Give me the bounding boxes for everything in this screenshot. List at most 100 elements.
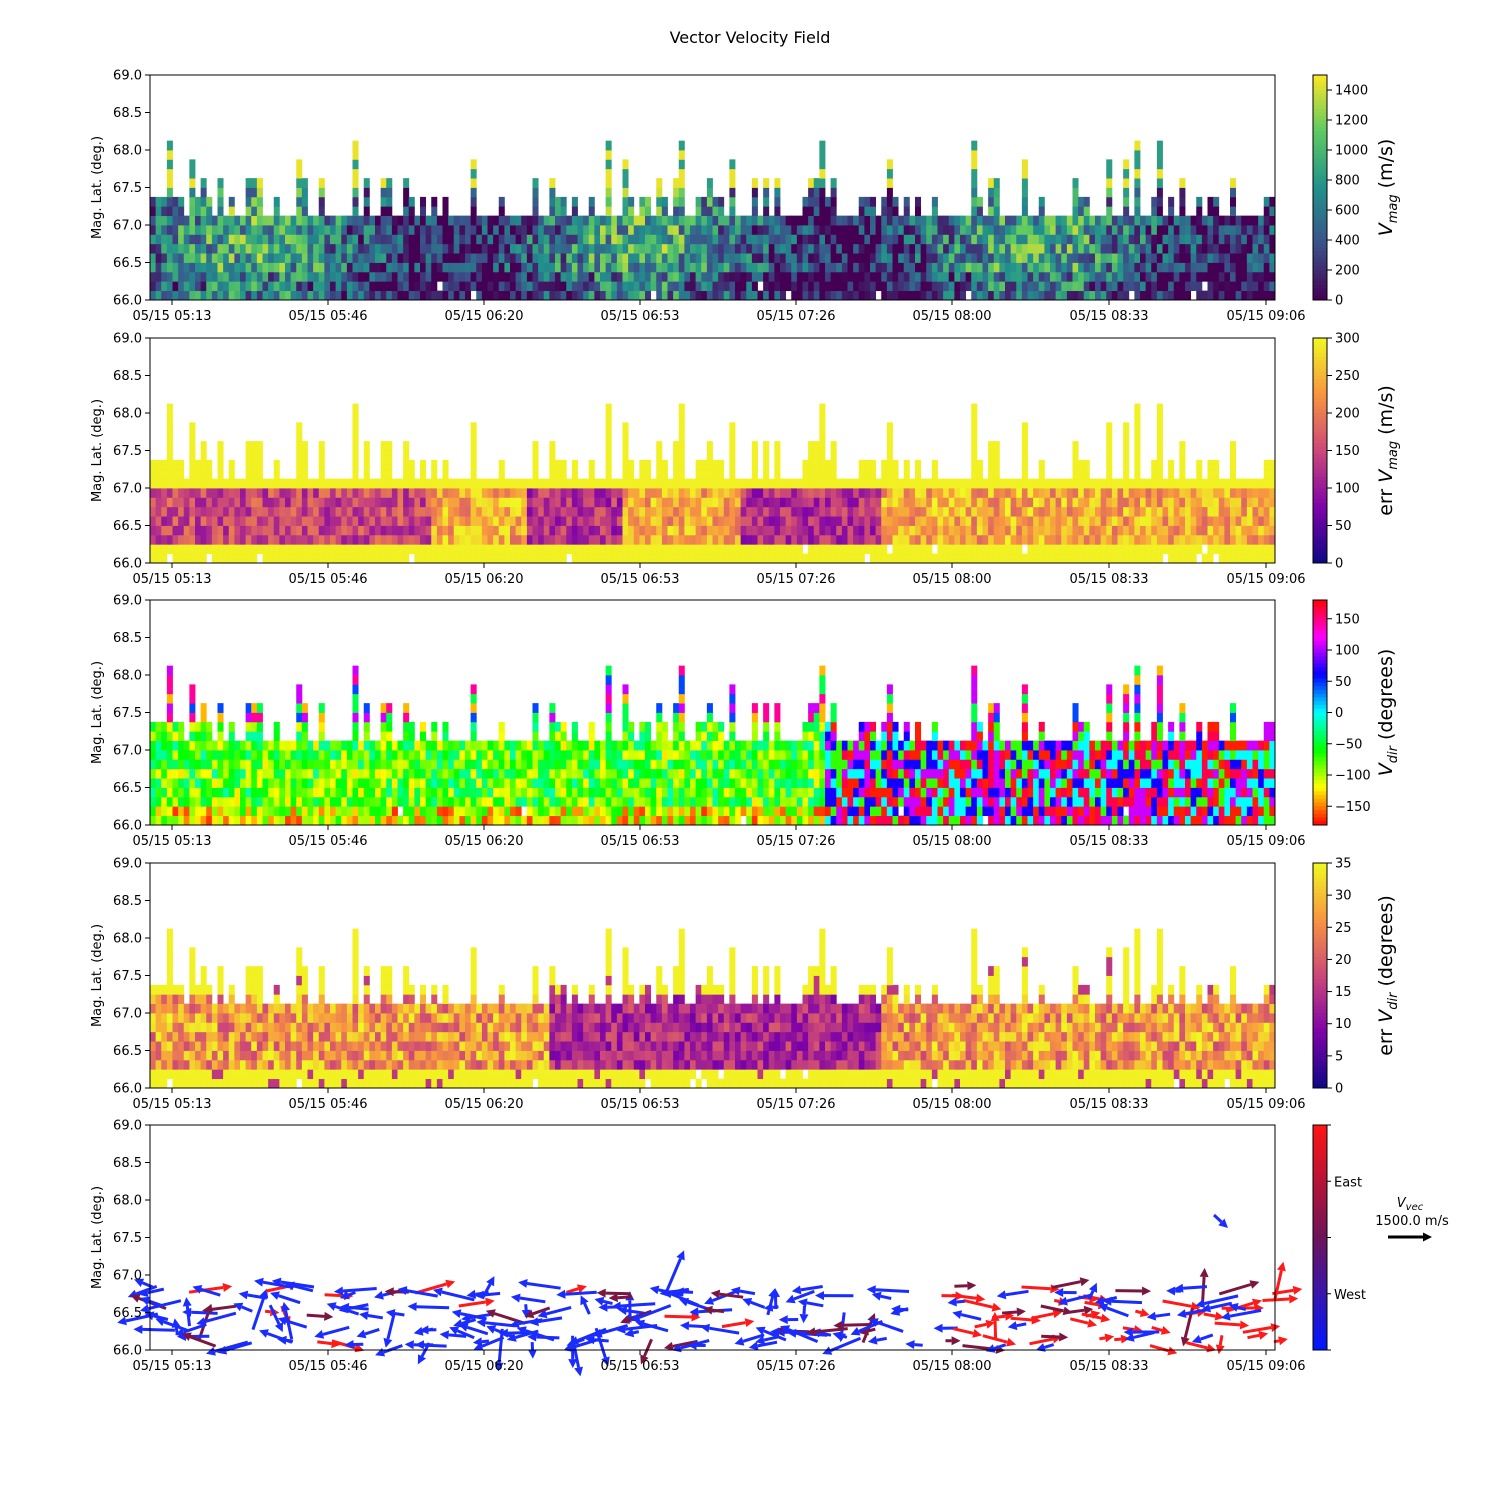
heatmap-cell xyxy=(420,721,427,732)
heatmap-cell xyxy=(920,234,927,245)
heatmap-cell xyxy=(898,506,905,517)
heatmap-cell xyxy=(622,196,629,207)
heatmap-cell xyxy=(166,290,173,301)
heatmap-cell xyxy=(1156,271,1163,282)
heatmap-cell xyxy=(886,206,893,217)
heatmap-cell xyxy=(746,290,753,301)
heatmap-cell xyxy=(408,768,415,779)
heatmap-cell xyxy=(386,478,393,489)
heatmap-cell xyxy=(1134,497,1141,508)
heatmap-cell xyxy=(898,253,905,263)
heatmap-cell xyxy=(892,469,899,480)
heatmap-cell xyxy=(892,234,899,245)
heatmap-cell xyxy=(195,271,202,282)
heatmap-cell xyxy=(1173,516,1180,526)
heatmap-cell xyxy=(189,721,196,732)
heatmap-cell xyxy=(1100,215,1107,226)
heatmap-cell xyxy=(915,544,922,555)
heatmap-cell xyxy=(706,441,713,451)
heatmap-cell xyxy=(296,516,303,526)
heatmap-cell xyxy=(301,441,308,451)
heatmap-cell xyxy=(1235,506,1242,517)
heatmap-cell xyxy=(616,497,623,508)
heatmap-cell xyxy=(774,478,781,489)
heatmap-cell xyxy=(751,506,758,517)
heatmap-cell xyxy=(397,778,404,788)
heatmap-cell xyxy=(549,469,556,480)
heatmap-cell xyxy=(161,215,168,226)
heatmap-cell xyxy=(600,534,607,545)
heatmap-cell xyxy=(729,469,736,480)
heatmap-cell xyxy=(847,243,854,254)
heatmap-cell xyxy=(819,497,826,508)
heatmap-cell xyxy=(768,262,775,273)
heatmap-cell xyxy=(1010,234,1017,245)
heatmap-cell xyxy=(279,497,286,508)
heatmap-cell xyxy=(352,150,359,160)
heatmap-cell xyxy=(380,196,387,207)
heatmap-cell xyxy=(1145,281,1152,292)
heatmap-cell xyxy=(178,516,185,526)
heatmap-cell xyxy=(1224,544,1231,555)
heatmap-cell xyxy=(195,262,202,273)
heatmap-cell xyxy=(1005,497,1012,508)
heatmap-cell xyxy=(1106,497,1113,508)
heatmap-cell xyxy=(847,234,854,245)
heatmap-cell xyxy=(1235,534,1242,545)
heatmap-cell xyxy=(768,544,775,555)
heatmap-cell xyxy=(555,516,562,526)
heatmap-cell xyxy=(723,553,730,564)
heatmap-cell xyxy=(830,459,837,470)
heatmap-cell xyxy=(262,553,269,564)
heatmap-cell xyxy=(1050,525,1057,536)
heatmap-cell xyxy=(380,253,387,263)
heatmap-cell xyxy=(324,759,331,770)
heatmap-cell xyxy=(470,225,477,235)
heatmap-cell xyxy=(566,544,573,555)
heatmap-cell xyxy=(166,516,173,526)
heatmap-cell xyxy=(555,253,562,263)
heatmap-cell xyxy=(346,506,353,517)
heatmap-cell xyxy=(605,281,612,292)
heatmap-cell xyxy=(307,796,314,807)
heatmap-cell xyxy=(841,553,848,564)
heatmap-cell xyxy=(1241,262,1248,273)
heatmap-cell xyxy=(217,290,224,301)
heatmap-cell xyxy=(892,506,899,517)
heatmap-cell xyxy=(813,234,820,245)
heatmap-cell xyxy=(1005,215,1012,226)
heatmap-cell xyxy=(397,243,404,254)
heatmap-cell xyxy=(796,553,803,564)
heatmap-cell xyxy=(150,290,157,301)
heatmap-cell xyxy=(538,506,545,517)
heatmap-cell xyxy=(301,497,308,508)
heatmap-cell xyxy=(1258,553,1265,564)
colorbar-segment xyxy=(1313,506,1327,511)
heatmap-cell xyxy=(1027,253,1034,263)
heatmap-cell xyxy=(256,534,263,545)
heatmap-cell xyxy=(1117,516,1124,526)
heatmap-cell xyxy=(1168,253,1175,263)
heatmap-cell xyxy=(1263,553,1270,564)
heatmap-cell xyxy=(358,271,365,282)
heatmap-cell xyxy=(1173,253,1180,263)
heatmap-cell xyxy=(965,553,972,564)
heatmap-cell xyxy=(532,271,539,282)
heatmap-cell xyxy=(1252,478,1259,489)
heatmap-cell xyxy=(903,243,910,254)
heatmap-cell xyxy=(1027,553,1034,564)
heatmap-cell xyxy=(155,234,162,245)
heatmap-cell xyxy=(993,544,1000,555)
heatmap-cell xyxy=(841,290,848,301)
heatmap-cell xyxy=(526,497,533,508)
heatmap-cell xyxy=(656,544,663,555)
heatmap-cell xyxy=(178,534,185,545)
heatmap-cell xyxy=(335,787,342,798)
heatmap-cell xyxy=(645,553,652,564)
heatmap-cell xyxy=(330,778,337,788)
heatmap-cell xyxy=(571,196,578,207)
heatmap-cell xyxy=(1168,469,1175,480)
heatmap-cell xyxy=(245,497,252,508)
heatmap-cell xyxy=(836,253,843,263)
heatmap-cell xyxy=(1005,534,1012,545)
